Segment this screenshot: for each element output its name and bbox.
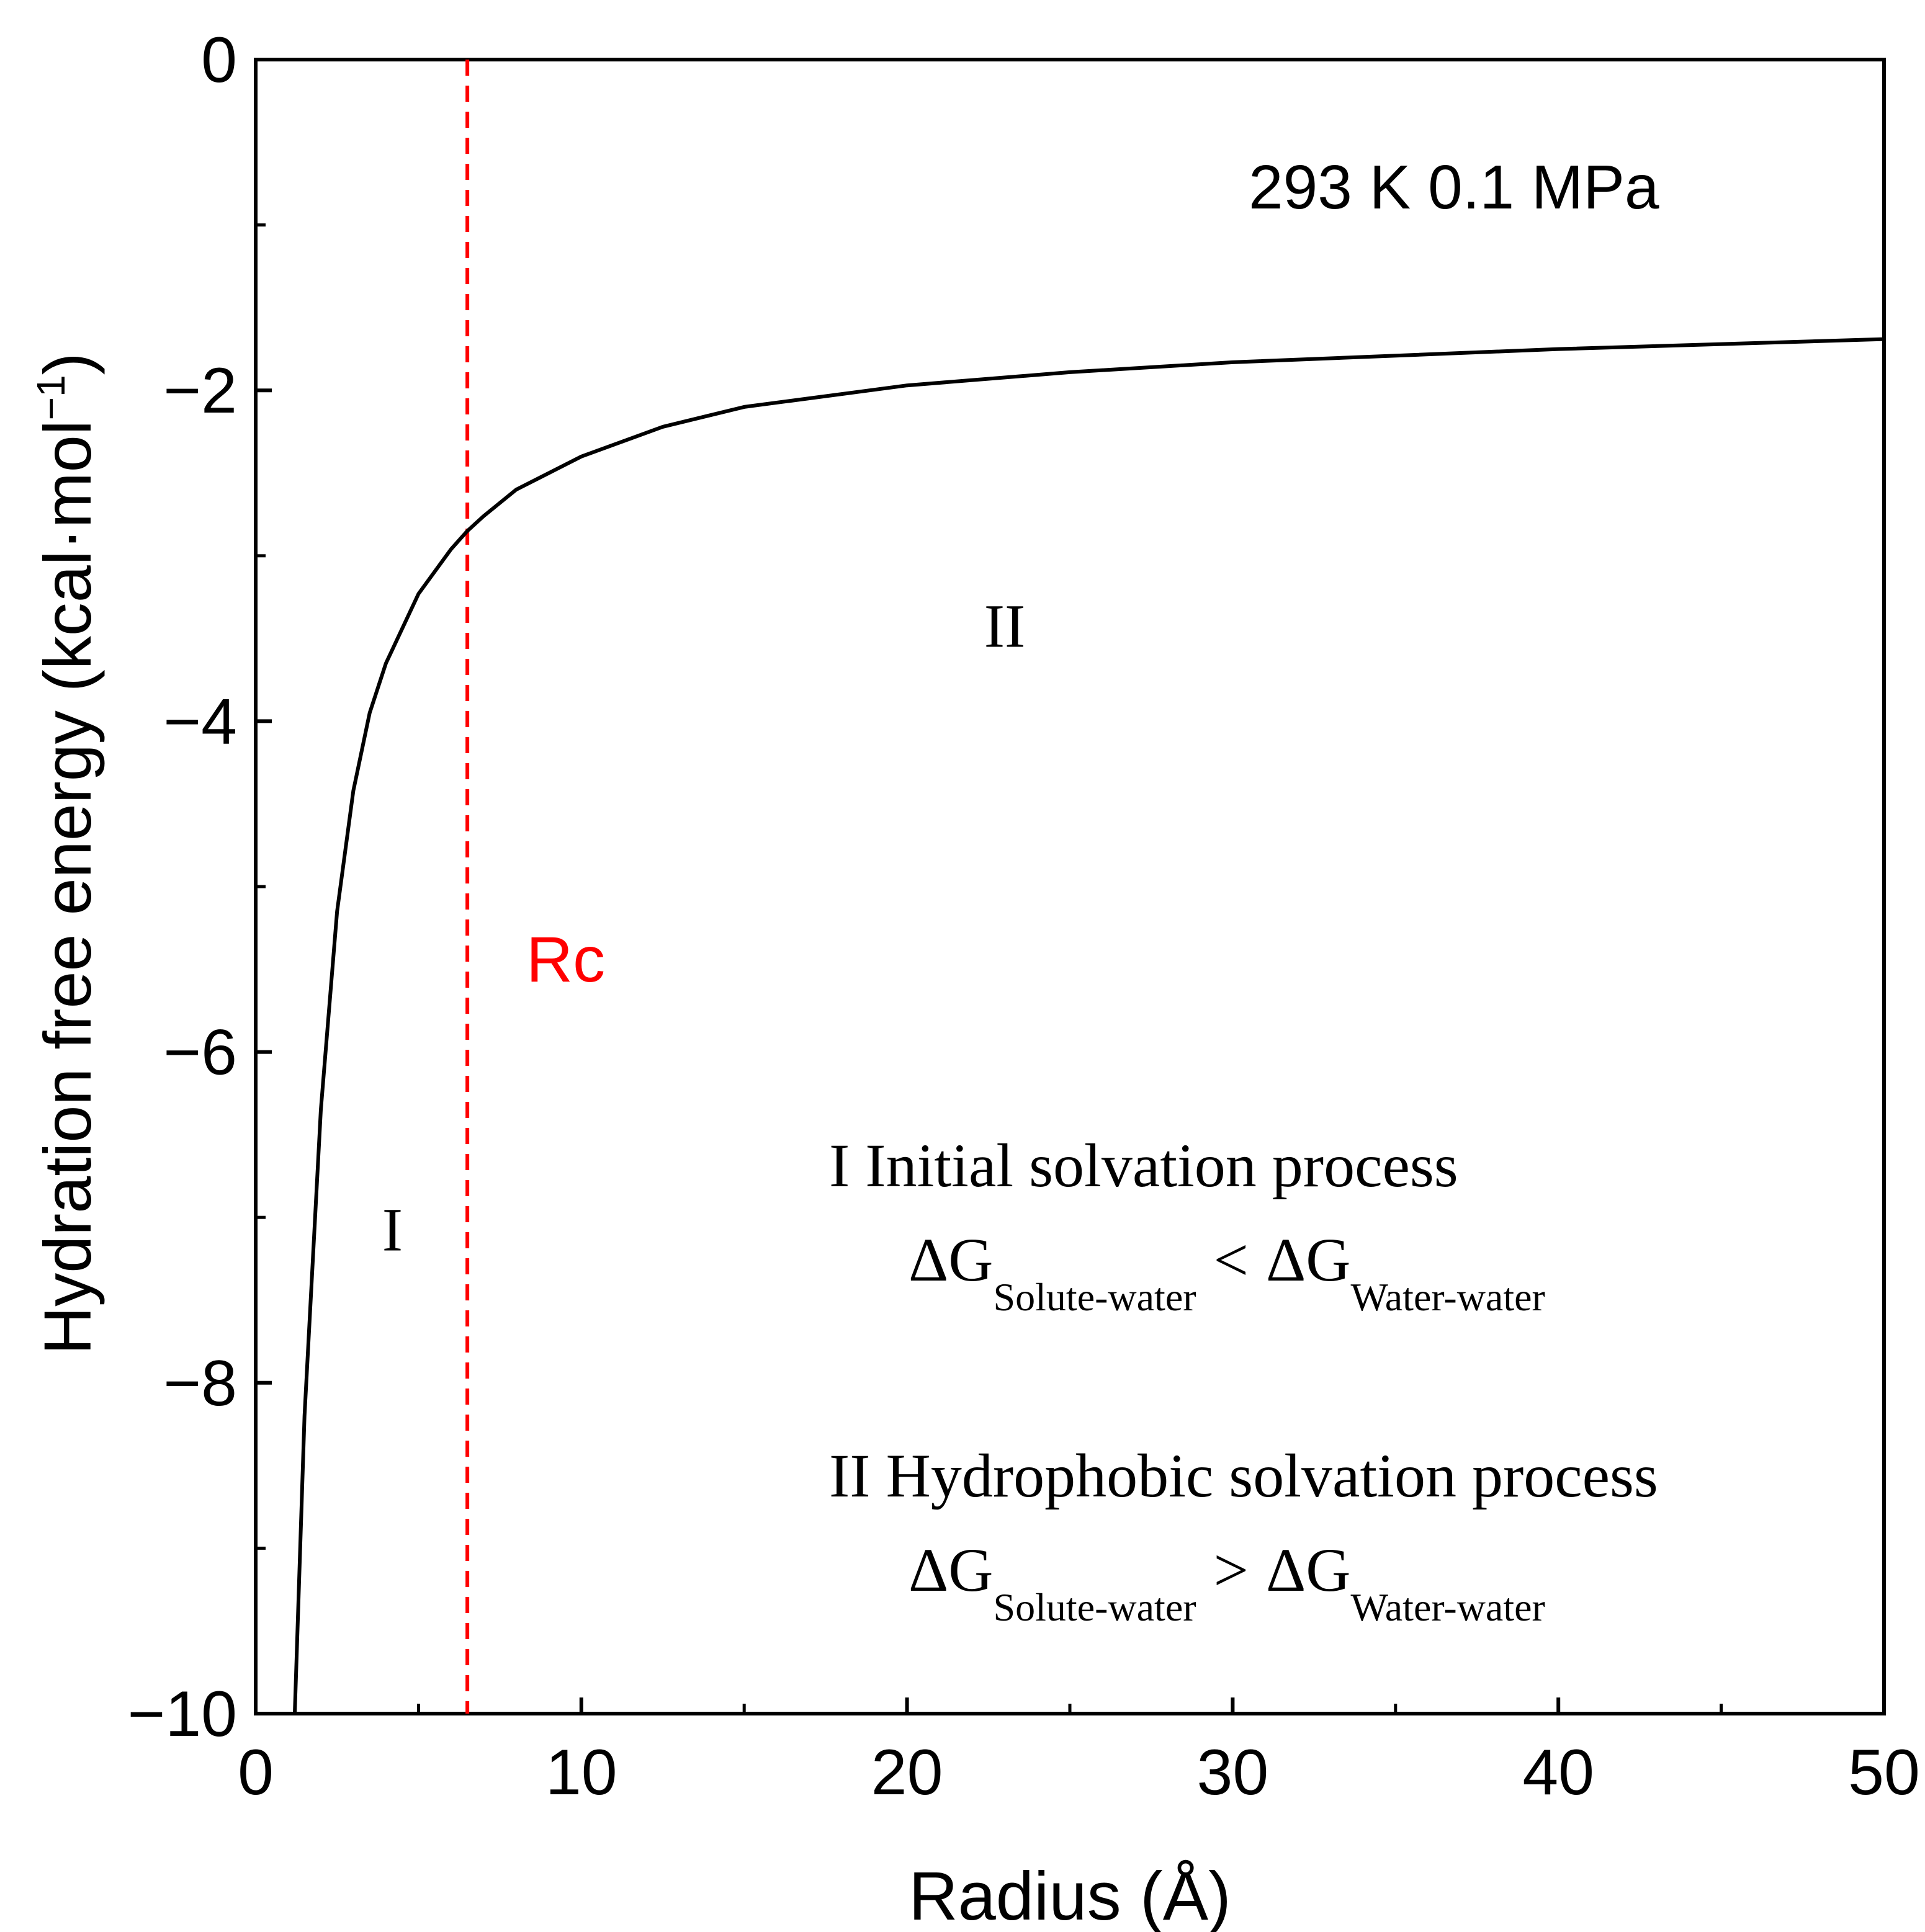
x-tick-label: 0 xyxy=(238,1737,274,1809)
legend-hydrophobic-condition: ΔGSolute-water> ΔGWater-water xyxy=(909,1536,1545,1629)
legend-initial-process: I Initial solvation process xyxy=(829,1131,1458,1200)
greater-than-sign: > xyxy=(1214,1536,1249,1604)
rc-label: Rc xyxy=(526,924,605,996)
y-tick-label: −6 xyxy=(163,1017,237,1089)
y-axis-title-close: ) xyxy=(30,352,105,375)
x-axis-title: Radius (Å) xyxy=(909,1858,1231,1932)
y-tick-label: −4 xyxy=(163,686,237,758)
y-tick-label: −2 xyxy=(163,355,237,427)
y-tick-label: −8 xyxy=(163,1348,237,1420)
x-tick-label: 10 xyxy=(545,1737,617,1809)
delta-g-water: ΔG xyxy=(1266,1536,1351,1604)
y-tick-label: 0 xyxy=(201,24,237,96)
process-legend: I Initial solvation process ΔGSolute-wat… xyxy=(829,1131,1658,1629)
legend-hydrophobic-process: II Hydrophobic solvation process xyxy=(829,1441,1658,1510)
region-2-label: II xyxy=(984,591,1026,660)
x-tick-label: 30 xyxy=(1197,1737,1269,1809)
delta-g-water: ΔG xyxy=(1266,1225,1351,1294)
less-than-sign: < xyxy=(1214,1225,1249,1294)
region-1-label: I xyxy=(382,1196,403,1264)
conditions-label: 293 K 0.1 MPa xyxy=(1249,153,1659,222)
energy-curve xyxy=(293,337,1885,1714)
y-axis-title-main: Hydration free energy (kcal·mol xyxy=(30,420,105,1355)
subscript-water-water: Water-water xyxy=(1350,1275,1545,1319)
x-tick-label: 40 xyxy=(1522,1737,1594,1809)
subscript-water-water: Water-water xyxy=(1350,1585,1545,1629)
y-axis-title-superscript: −1 xyxy=(29,375,73,420)
x-tick-label: 20 xyxy=(871,1737,943,1809)
y-axis-title: Hydration free energy (kcal·mol−1) xyxy=(29,352,105,1355)
legend-initial-condition: ΔGSolute-water< ΔGWater-water xyxy=(909,1225,1545,1319)
subscript-solute-water: Solute-water xyxy=(994,1275,1196,1319)
x-tick-label: 50 xyxy=(1848,1737,1920,1809)
y-tick-label: −10 xyxy=(128,1678,237,1750)
delta-g-solute: ΔG xyxy=(909,1536,994,1604)
subscript-solute-water: Solute-water xyxy=(994,1585,1196,1629)
delta-g-solute: ΔG xyxy=(909,1225,994,1294)
plot-area: 0 10 20 30 40 50 0 −2 −4 −6 −8 −10 xyxy=(128,24,1920,1809)
